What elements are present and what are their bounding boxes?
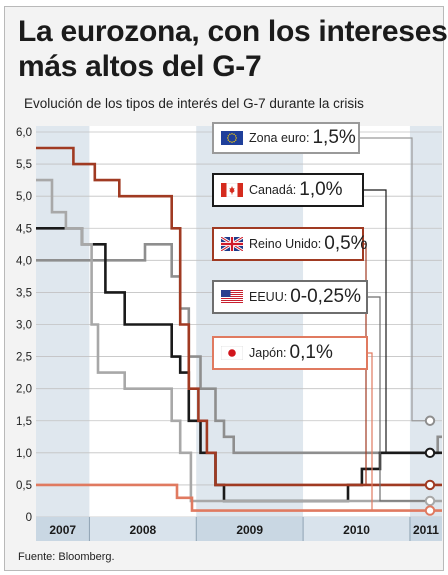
us-flag-icon <box>221 290 243 304</box>
series-line-zona-euro <box>36 243 442 455</box>
legend-item-japón: Japón: 0,1% <box>212 336 368 370</box>
legend-item-canadá: Canadá: 1,0% <box>212 173 364 207</box>
legend-item-reino-unido: Reino Unido: 0,5% <box>212 227 368 261</box>
uk-flag-icon <box>221 237 243 251</box>
legend-value: 0,1% <box>289 342 333 363</box>
y-tick-label: 5,5 <box>16 159 32 171</box>
y-tick-label: 2,0 <box>16 384 32 396</box>
japan-flag-icon <box>221 346 243 360</box>
x-axis-cell-2011 <box>409 517 442 541</box>
legend-item-eeuu: EEUU: 0-0,25% <box>212 280 368 314</box>
x-axis-cell-2009 <box>196 517 304 541</box>
legend-connector <box>368 296 425 502</box>
year-band-2007 <box>36 126 90 517</box>
x-axis-cell-2008 <box>89 517 197 541</box>
x-tick-label: 2007 <box>49 523 76 537</box>
series-end-marker <box>424 447 436 459</box>
legend-value: 1,0% <box>299 179 343 200</box>
legend-item-zona-euro: Zona euro: 1,5% <box>212 122 360 154</box>
chart-subtitle: Evolución de los tipos de interés del G-… <box>24 96 364 111</box>
y-tick-label: 3,0 <box>16 320 32 332</box>
series-line-eeuu <box>36 178 442 503</box>
legend-label: Canadá: <box>249 183 297 197</box>
x-tick-label: 2008 <box>129 523 156 537</box>
series-line-japón <box>36 483 442 512</box>
x-axis-cell-2007 <box>36 517 90 541</box>
y-tick-label: 6,0 <box>16 127 32 139</box>
title-line-2: más altos del G-7 <box>18 50 262 83</box>
year-band-2011 <box>409 126 442 517</box>
legend-value: 0-0,25% <box>290 286 361 307</box>
legend-connector <box>360 137 425 422</box>
canada-flag-icon <box>221 183 243 197</box>
eu-flag-icon <box>221 131 243 145</box>
y-tick-label: 2,5 <box>16 352 32 364</box>
y-tick-label: 1,5 <box>16 416 32 428</box>
x-tick-label: 2011 <box>413 523 439 537</box>
x-tick-label: 2009 <box>236 523 263 537</box>
title-line-1: La eurozona, con los intereses <box>18 15 448 48</box>
legend-label: Zona euro: <box>249 131 310 145</box>
series-end-marker <box>424 505 436 516</box>
legend-connector <box>368 352 425 512</box>
y-tick-label: 5,0 <box>16 191 32 203</box>
legend-connector <box>364 189 425 454</box>
legend-value: 0,5% <box>324 233 368 254</box>
y-tick-label: 1,0 <box>16 448 32 460</box>
y-tick-label: 0,5 <box>16 480 32 492</box>
legend-value: 1,5% <box>312 127 356 148</box>
series-line-reino-unido <box>36 146 442 487</box>
series-end-marker <box>424 415 436 426</box>
chart-title: La eurozona, con los intereses más altos… <box>18 14 448 84</box>
legend-label: Japón: <box>249 346 287 360</box>
y-tick-label: 4,0 <box>16 255 32 267</box>
legend-label: EEUU: <box>249 290 288 304</box>
legend-label: Reino Unido: <box>249 237 322 251</box>
source-note: Fuente: Bloomberg. <box>18 551 115 563</box>
year-band-2008 <box>89 126 197 517</box>
y-tick-label: 4,5 <box>16 223 32 235</box>
x-tick-label: 2010 <box>343 523 370 537</box>
x-axis-cell-2010 <box>303 517 410 541</box>
y-tick-label: 0 <box>26 512 32 524</box>
series-end-marker <box>424 495 436 507</box>
series-end-marker <box>424 479 436 491</box>
y-tick-label: 3,5 <box>16 287 32 299</box>
